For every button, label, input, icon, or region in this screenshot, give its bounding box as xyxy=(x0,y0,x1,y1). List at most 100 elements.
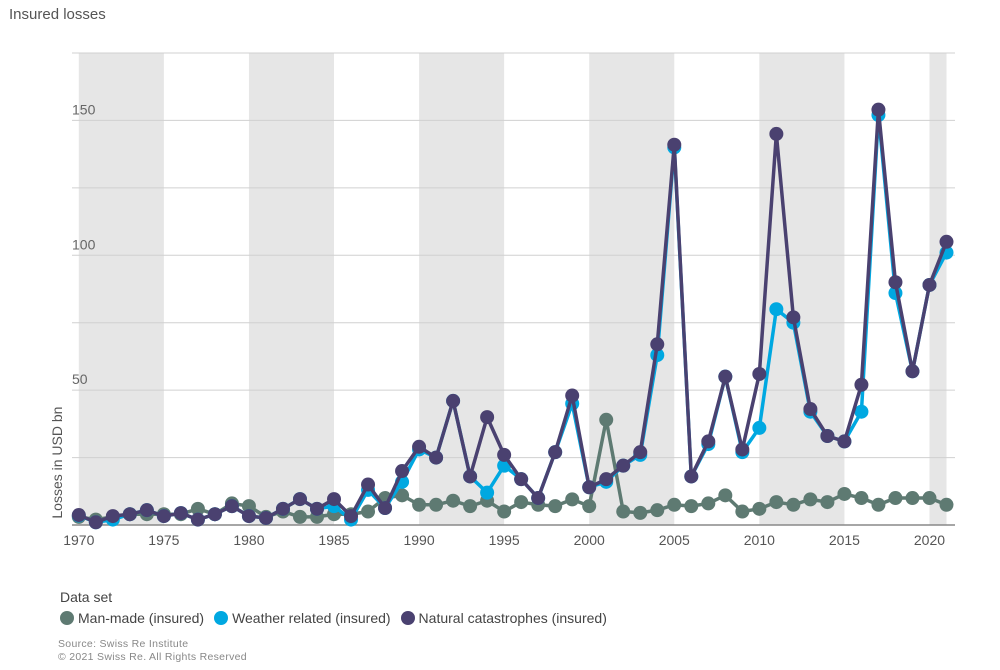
data-point xyxy=(905,364,920,379)
data-point xyxy=(429,450,444,465)
data-point xyxy=(361,477,376,492)
data-point xyxy=(769,495,784,510)
copyright-text: © 2021 Swiss Re. All Rights Reserved xyxy=(58,651,247,663)
data-point xyxy=(429,497,444,512)
data-point xyxy=(752,420,767,435)
data-point xyxy=(463,469,478,484)
data-point xyxy=(71,508,86,523)
legend-swatch xyxy=(214,611,229,625)
x-tick-label: 1970 xyxy=(63,532,94,548)
x-tick-label: 2000 xyxy=(574,532,605,548)
data-point xyxy=(105,509,120,524)
y-tick-label: 150 xyxy=(72,101,96,117)
data-point xyxy=(752,501,767,516)
data-point xyxy=(344,509,359,524)
data-point xyxy=(837,434,852,449)
data-point xyxy=(309,501,324,516)
data-point xyxy=(616,504,631,519)
data-point xyxy=(667,137,682,152)
legend-swatch xyxy=(60,611,74,625)
data-point xyxy=(378,501,393,516)
legend-item-man-made[interactable]: Man-made (insured) xyxy=(60,610,204,626)
data-point xyxy=(667,497,682,512)
data-point xyxy=(718,488,733,503)
data-point xyxy=(480,485,495,500)
legend-label: Natural catastrophes (insured) xyxy=(418,610,607,626)
data-point xyxy=(922,277,937,292)
data-point xyxy=(701,434,716,449)
data-point xyxy=(88,515,103,530)
series-line xyxy=(78,107,949,525)
legend-item-natcat[interactable]: Natural catastrophes (insured) xyxy=(400,610,607,626)
y-tick-label: 50 xyxy=(72,371,88,387)
data-point xyxy=(565,388,580,403)
data-point xyxy=(633,505,648,520)
data-point xyxy=(718,369,733,384)
data-point xyxy=(361,504,376,519)
data-point xyxy=(735,504,750,519)
data-point xyxy=(854,404,869,419)
data-point xyxy=(395,488,410,503)
source-text: Source: Swiss Re Institute xyxy=(58,638,189,650)
data-point xyxy=(122,507,137,522)
data-point xyxy=(786,310,801,325)
x-tick-label: 2020 xyxy=(914,532,945,548)
data-point xyxy=(837,486,852,501)
data-point xyxy=(395,464,410,479)
chart-title: Insured losses xyxy=(9,6,106,23)
data-point xyxy=(939,234,954,249)
data-point xyxy=(888,491,903,506)
data-point xyxy=(497,504,512,519)
data-point xyxy=(582,480,597,495)
legend-label: Weather related (insured) xyxy=(232,610,391,626)
legend-item-weather[interactable]: Weather related (insured) xyxy=(214,610,391,626)
data-point xyxy=(514,495,529,510)
data-point xyxy=(139,503,154,518)
data-point xyxy=(548,499,563,514)
shaded-band xyxy=(589,53,675,525)
data-point xyxy=(650,503,665,518)
data-point xyxy=(769,302,784,317)
data-point xyxy=(820,428,835,443)
data-point xyxy=(599,472,614,487)
shaded-band xyxy=(929,53,947,525)
legend: Man-made (insured) Weather related (insu… xyxy=(60,610,607,626)
data-point xyxy=(292,492,307,507)
legend-label: Man-made (insured) xyxy=(78,610,205,626)
x-tick-label: 1990 xyxy=(403,532,434,548)
data-point xyxy=(548,445,563,460)
data-point xyxy=(701,496,716,511)
data-point xyxy=(446,493,461,508)
data-point xyxy=(871,497,886,512)
data-point xyxy=(412,439,427,454)
data-point xyxy=(769,126,784,141)
data-point xyxy=(803,492,818,507)
data-point xyxy=(820,495,835,510)
x-tick-label: 1985 xyxy=(318,532,349,548)
data-point xyxy=(480,410,495,425)
data-point xyxy=(905,491,920,506)
data-point xyxy=(275,501,290,516)
x-tick-label: 1975 xyxy=(148,532,179,548)
legend-swatch xyxy=(400,611,415,625)
data-point xyxy=(190,512,205,527)
data-point xyxy=(735,442,750,457)
x-tick-label: 2015 xyxy=(829,532,860,548)
data-point xyxy=(786,497,801,512)
data-point xyxy=(633,445,648,460)
data-point xyxy=(241,499,256,514)
x-tick-label: 2010 xyxy=(744,532,775,548)
data-point xyxy=(854,377,869,392)
data-point xyxy=(241,509,256,524)
data-point xyxy=(939,497,954,512)
data-point xyxy=(871,102,886,117)
data-point xyxy=(156,509,171,524)
x-tick-label: 1995 xyxy=(489,532,520,548)
data-point xyxy=(463,499,478,514)
data-point xyxy=(531,491,546,506)
data-point xyxy=(446,393,461,408)
data-point xyxy=(207,507,222,522)
data-point xyxy=(565,492,580,507)
data-point xyxy=(258,510,273,525)
